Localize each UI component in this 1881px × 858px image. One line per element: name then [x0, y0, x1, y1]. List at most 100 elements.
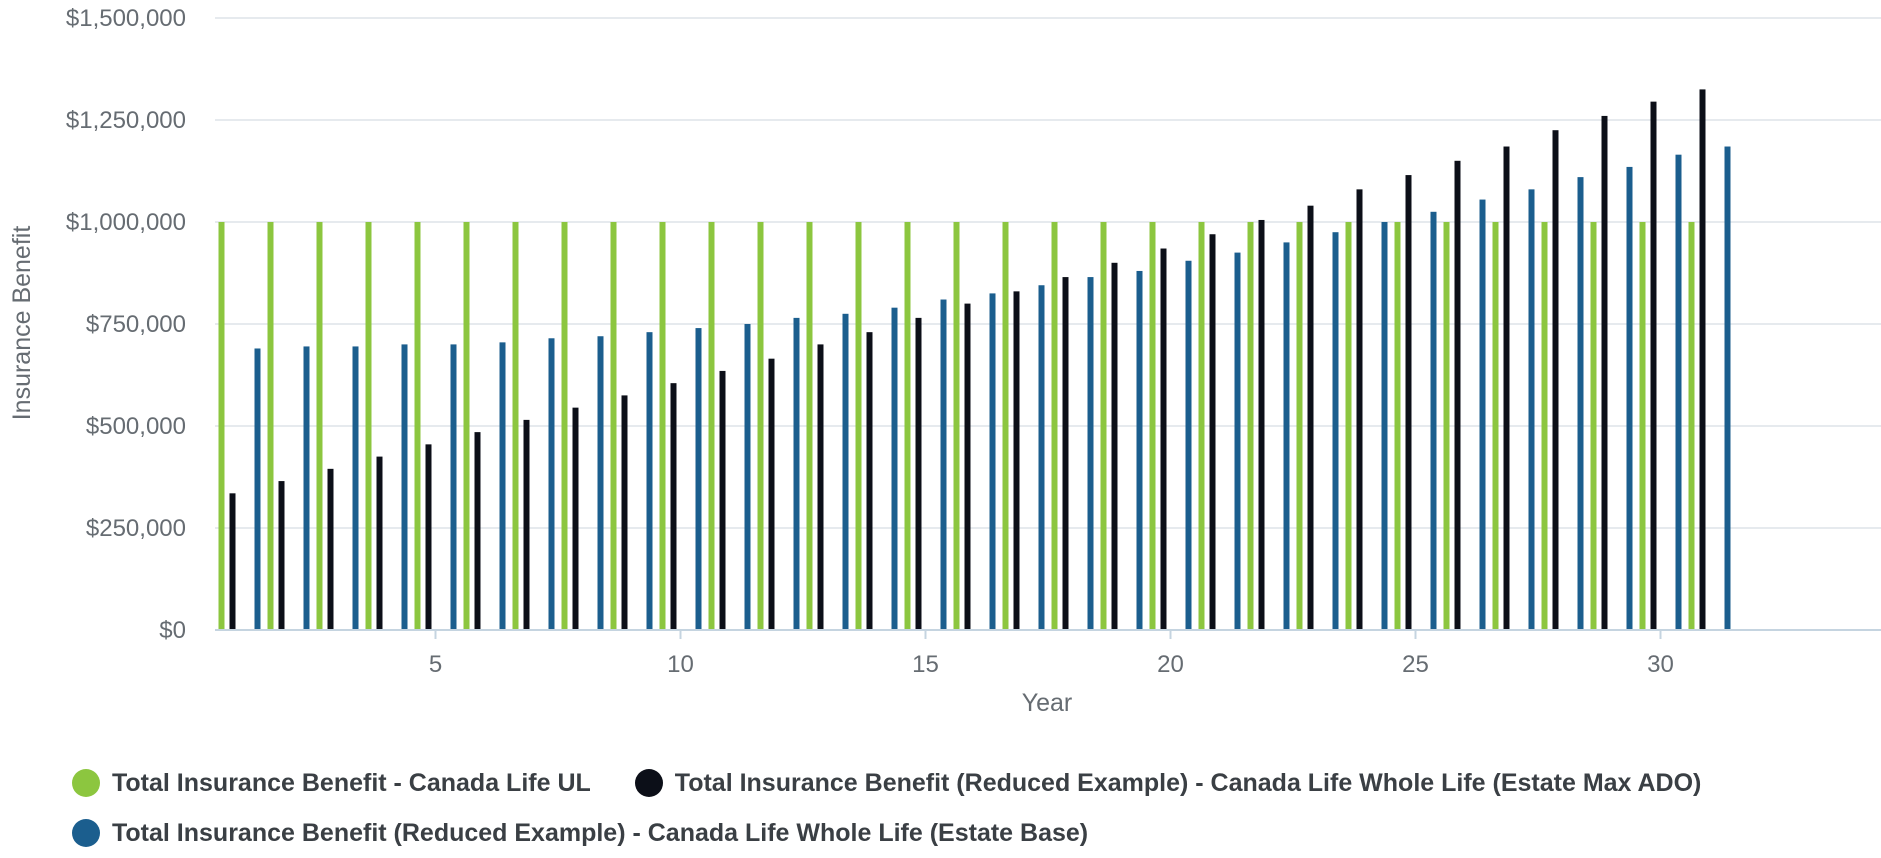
bar-estate-max[interactable]: [278, 481, 285, 630]
bar-ul[interactable]: [1639, 222, 1646, 630]
bar-ul[interactable]: [1149, 222, 1156, 630]
legend-item-estate-max[interactable]: Total Insurance Benefit (Reduced Example…: [634, 768, 1702, 798]
bar-ul[interactable]: [1394, 222, 1401, 630]
legend-item-ul[interactable]: Total Insurance Benefit - Canada Life UL: [72, 769, 591, 798]
bar-ul[interactable]: [316, 222, 323, 630]
bar-ul[interactable]: [1296, 222, 1303, 630]
bar-ul[interactable]: [953, 222, 960, 630]
bar-estate-max[interactable]: [1013, 291, 1020, 630]
bar-estate-base[interactable]: [303, 346, 310, 630]
bar-estate-base[interactable]: [793, 317, 800, 630]
bar-ul[interactable]: [708, 222, 715, 630]
bar-ul[interactable]: [904, 222, 911, 630]
bar-ul[interactable]: [1100, 222, 1107, 630]
bar-estate-max[interactable]: [768, 358, 775, 630]
bar-estate-max[interactable]: [376, 456, 383, 630]
bar-ul[interactable]: [512, 222, 519, 630]
bar-estate-max[interactable]: [1160, 248, 1167, 630]
bar-ul[interactable]: [659, 222, 666, 630]
bar-ul[interactable]: [365, 222, 372, 630]
bar-estate-base[interactable]: [1430, 211, 1437, 631]
bar-estate-base[interactable]: [1234, 252, 1241, 630]
bar-ul[interactable]: [610, 222, 617, 630]
bar-ul[interactable]: [267, 222, 274, 630]
bar-estate-max[interactable]: [1405, 175, 1412, 630]
bar-estate-max[interactable]: [1650, 101, 1657, 630]
bar-estate-base[interactable]: [1136, 270, 1143, 630]
bar-estate-base[interactable]: [646, 332, 653, 630]
bar-estate-base[interactable]: [499, 342, 506, 630]
legend-row-1: Total Insurance Benefit - Canada Life UL…: [72, 758, 1852, 808]
bar-estate-base[interactable]: [695, 328, 702, 630]
bar-ul[interactable]: [561, 222, 568, 630]
bar-estate-base[interactable]: [891, 307, 898, 630]
bar-ul[interactable]: [1051, 222, 1058, 630]
bar-ul[interactable]: [855, 222, 862, 630]
bar-estate-max[interactable]: [1699, 89, 1706, 630]
y-axis-title: Insurance Benefit: [8, 226, 36, 421]
bar-estate-base[interactable]: [548, 338, 555, 630]
bar-estate-max[interactable]: [572, 407, 579, 630]
bar-estate-base[interactable]: [744, 324, 751, 630]
bar-estate-max[interactable]: [425, 444, 432, 630]
bar-estate-max[interactable]: [621, 395, 628, 630]
bar-ul[interactable]: [1247, 222, 1254, 630]
bar-estate-max[interactable]: [1111, 262, 1118, 630]
bar-estate-max[interactable]: [1601, 115, 1608, 631]
bar-estate-base[interactable]: [450, 344, 457, 630]
bar-estate-base[interactable]: [842, 313, 849, 630]
bar-estate-base[interactable]: [1332, 232, 1339, 630]
bar-estate-max[interactable]: [1062, 277, 1069, 630]
bar-estate-max[interactable]: [1503, 146, 1510, 630]
bar-estate-base[interactable]: [1675, 154, 1682, 630]
bar-estate-base[interactable]: [940, 299, 947, 630]
bar-estate-base[interactable]: [1283, 242, 1290, 630]
bar-estate-max[interactable]: [1209, 234, 1216, 631]
bar-estate-max[interactable]: [670, 383, 677, 630]
bar-estate-max[interactable]: [523, 419, 530, 630]
bar-estate-max[interactable]: [474, 432, 481, 630]
bar-estate-max[interactable]: [866, 332, 873, 630]
bar-ul[interactable]: [1002, 222, 1009, 630]
bar-estate-base[interactable]: [1087, 277, 1094, 630]
legend-label-estate-max: Total Insurance Benefit (Reduced Example…: [674, 768, 1702, 797]
bar-ul[interactable]: [1590, 222, 1597, 630]
bar-estate-base[interactable]: [1038, 285, 1045, 630]
bar-ul[interactable]: [757, 222, 764, 630]
bar-estate-base[interactable]: [597, 336, 604, 630]
bar-estate-base[interactable]: [1528, 189, 1535, 631]
bar-estate-max[interactable]: [327, 468, 334, 630]
bar-estate-base[interactable]: [352, 346, 359, 630]
bar-estate-max[interactable]: [915, 317, 922, 630]
bar-estate-base[interactable]: [1381, 222, 1388, 630]
bar-estate-base[interactable]: [254, 348, 261, 630]
bar-estate-base[interactable]: [1626, 166, 1633, 631]
bar-ul[interactable]: [1492, 222, 1499, 630]
bar-estate-max[interactable]: [1356, 189, 1363, 631]
bar-ul[interactable]: [1443, 222, 1450, 630]
bar-ul[interactable]: [1345, 222, 1352, 630]
bar-estate-base[interactable]: [989, 293, 996, 630]
bar-estate-max[interactable]: [1258, 219, 1265, 630]
bar-estate-base[interactable]: [1724, 146, 1731, 630]
bar-estate-max[interactable]: [719, 370, 726, 630]
bar-estate-base[interactable]: [1185, 260, 1192, 630]
bar-ul[interactable]: [414, 222, 421, 630]
legend-item-estate-base[interactable]: Total Insurance Benefit (Reduced Example…: [72, 819, 1088, 848]
bar-ul[interactable]: [1541, 222, 1548, 630]
bar-estate-max[interactable]: [1307, 205, 1314, 630]
bar-estate-max[interactable]: [229, 493, 236, 630]
bar-ul[interactable]: [1198, 222, 1205, 630]
bar-estate-max[interactable]: [1454, 160, 1461, 631]
bar-ul[interactable]: [218, 222, 225, 630]
bar-estate-base[interactable]: [1479, 199, 1486, 630]
bar-estate-max[interactable]: [964, 303, 971, 630]
bar-estate-max[interactable]: [817, 344, 824, 630]
bar-estate-base[interactable]: [401, 344, 408, 630]
bar-estate-base[interactable]: [1577, 177, 1584, 630]
bar-ul[interactable]: [806, 222, 813, 630]
bar-ul[interactable]: [463, 222, 470, 630]
bar-estate-max[interactable]: [1552, 130, 1559, 630]
bar-ul[interactable]: [1688, 222, 1695, 630]
